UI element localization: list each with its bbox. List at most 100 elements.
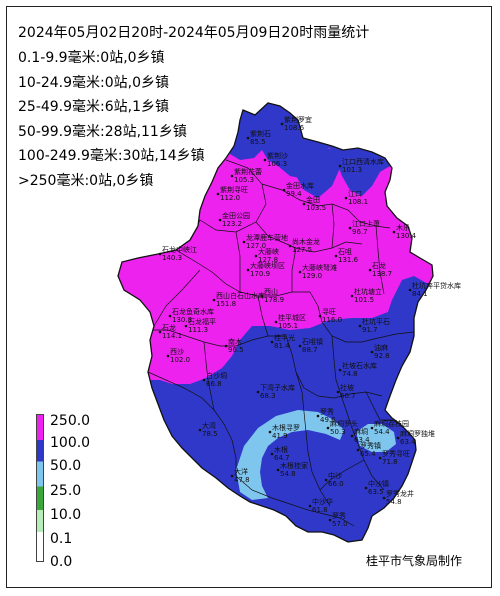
station-value: 129.0 (302, 272, 322, 280)
station-name: 中沙 (328, 471, 342, 480)
station-name: 杜坑平石 (362, 317, 390, 326)
station-dot (212, 298, 216, 302)
station-value: 105.1 (278, 322, 298, 330)
station-value: 54.8 (280, 470, 296, 478)
station-value: 106.3 (267, 160, 287, 168)
station-dot (344, 196, 348, 200)
fill-50-100 (292, 144, 340, 198)
station-value: 61.8 (312, 506, 328, 514)
station-name: 杜坑奔平贷水库 (412, 281, 461, 290)
station-name: 紫荆石 (250, 129, 271, 138)
station-dot (230, 174, 234, 178)
station-dot (246, 136, 250, 140)
legend: 250.0 100.0 50.0 25.0 10.0 0.1 0.0 (36, 414, 90, 569)
district-boundaries (147, 159, 415, 527)
station-value: 92.8 (374, 352, 390, 360)
station-name: 中沙华 (312, 497, 333, 506)
legend-label: 100.0 (50, 435, 91, 451)
station-value: 108.6 (284, 124, 305, 132)
station-dot (378, 456, 382, 460)
station-dot (298, 270, 302, 274)
station-dot (254, 254, 258, 258)
station-name: 麻垌荔枝园 (374, 419, 409, 428)
station-value: 84.1 (412, 290, 428, 298)
station-dot (224, 344, 228, 348)
station-value: 130.8 (172, 316, 192, 324)
station-value: 49.6 (320, 416, 336, 424)
station-value: 74.8 (342, 370, 358, 378)
station-value: 131.6 (338, 256, 359, 264)
station-value: 60.7 (340, 392, 356, 400)
station-name: 木根桂家 (280, 461, 308, 470)
station-value: 123.2 (222, 220, 242, 228)
station-value: 85.5 (250, 138, 266, 146)
legend-label: 0.1 (50, 531, 73, 547)
station-dot (408, 288, 412, 292)
station-value: 65.4 (360, 450, 376, 458)
legend-label: 50.0 (50, 458, 82, 474)
station-value: 103.5 (306, 204, 326, 212)
legend-bar (36, 414, 44, 562)
station-dot (274, 320, 278, 324)
station-dot (308, 504, 312, 508)
station-dot (256, 390, 260, 394)
station-value: 105.3 (234, 176, 254, 184)
station-dot (158, 252, 162, 256)
station-value: 130.4 (396, 232, 417, 240)
rainfall-stats: 0.1-9.9毫米:0站,0乡镇 10-24.9毫米:0站,0乡镇 25-49.… (18, 46, 205, 193)
station-dot (168, 314, 172, 318)
station-value: 64.7 (274, 454, 290, 462)
station-dot (334, 254, 338, 258)
station-name: 大藤峡 (258, 247, 279, 256)
station-name: 大藤峡坝区 (250, 261, 285, 270)
station-value: 91.7 (362, 326, 378, 334)
station-value: 78.5 (202, 430, 218, 438)
station-name: 石咀镇 (302, 337, 323, 346)
station-value: 96.5 (228, 346, 244, 354)
station-dot (276, 468, 280, 472)
station-value: 68.3 (260, 392, 276, 400)
station-value: 140.3 (162, 254, 182, 262)
station-value: 63.5 (368, 488, 384, 496)
station-name: 西山白石山水库 (216, 291, 265, 300)
station-dot (356, 448, 360, 452)
station-dot (382, 496, 386, 500)
station-name: 下湾子水库 (260, 383, 295, 392)
station-name: 木乐 (396, 223, 410, 232)
station-name: 罗秀镇 (360, 441, 381, 450)
station-name: 罗秀龙井 (386, 489, 414, 498)
station-name: 石龙鱼奇水库 (172, 307, 214, 316)
station-dot (358, 324, 362, 328)
station-name: 白沙垌 (206, 371, 227, 380)
fill-25-50 (236, 410, 344, 500)
station-dot (298, 344, 302, 348)
station-name: 紫荆花蕾 (234, 167, 262, 176)
station-value: 114.1 (162, 332, 182, 340)
station-name: 金田公园 (222, 211, 250, 220)
station-name: 江口 (348, 190, 362, 198)
station-dot (230, 474, 234, 478)
